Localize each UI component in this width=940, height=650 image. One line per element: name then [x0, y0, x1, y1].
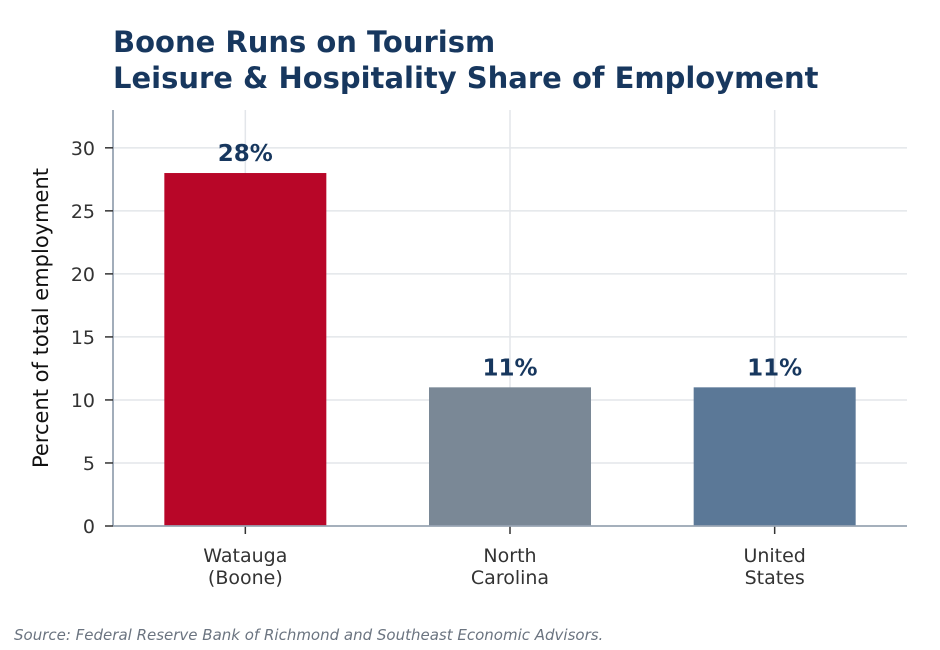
bar-value-label: 11% [482, 355, 537, 381]
y-tick-label: 30 [71, 138, 95, 160]
chart-subtitle: Leisure & Hospitality Share of Employmen… [113, 61, 819, 95]
bar-value-label: 28% [218, 141, 273, 167]
x-tick-label: United States [743, 545, 805, 589]
y-tick-label: 20 [71, 264, 95, 286]
x-tick-label: North Carolina [471, 545, 549, 589]
data-labels: 28% 11% 11% [218, 141, 802, 381]
bar-value-label: 11% [747, 355, 802, 381]
source-note: Source: Federal Reserve Bank of Richmond… [14, 626, 603, 644]
y-axis-title: Percent of total employment [29, 168, 53, 468]
axes: Watauga (Boone) North Carolina United States 0… [71, 110, 907, 589]
y-tick-label: 5 [83, 453, 95, 475]
bars [164, 173, 856, 526]
y-tick-label: 10 [71, 390, 95, 412]
x-tick-label: Watauga (Boone) [203, 545, 287, 589]
bar [693, 387, 856, 526]
y-tick-label: 0 [83, 516, 95, 538]
bar [164, 173, 327, 526]
y-tick-label: 15 [71, 327, 95, 349]
chart-title: Boone Runs on Tourism [113, 25, 495, 59]
y-tick-label: 25 [71, 201, 95, 223]
bar [429, 387, 591, 526]
